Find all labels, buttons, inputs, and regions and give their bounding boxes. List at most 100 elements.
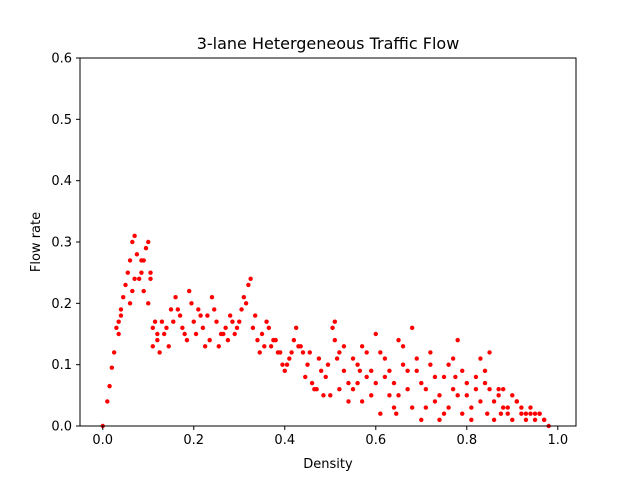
y-tick-label: 0.6 [51, 52, 72, 67]
data-point [409, 325, 415, 331]
data-point [482, 380, 488, 386]
data-point [184, 337, 190, 343]
data-point [487, 350, 492, 355]
data-point [378, 411, 383, 416]
data-point [498, 411, 504, 416]
data-point [330, 325, 335, 331]
data-point [432, 374, 438, 380]
data-point [332, 337, 338, 343]
data-point [239, 307, 244, 312]
data-point [455, 337, 460, 343]
x-axis-label: Density [303, 457, 353, 472]
data-point [491, 417, 497, 423]
data-point [136, 276, 142, 281]
x-tick-label: 0.0 [92, 433, 113, 448]
data-point [437, 393, 442, 398]
data-point [369, 368, 374, 373]
data-point [369, 393, 374, 398]
data-point [441, 411, 447, 416]
data-point [105, 399, 110, 404]
data-point [423, 405, 429, 410]
data-point [460, 411, 465, 416]
x-tick-label: 1.0 [547, 433, 568, 448]
data-point [419, 380, 424, 386]
data-point [237, 319, 242, 324]
y-axis: 0.0 0.1 0.2 0.3 0.4 0.5 0.6 [51, 52, 80, 435]
data-point [298, 344, 303, 349]
data-point [150, 325, 156, 331]
data-point [232, 331, 237, 337]
data-point [409, 405, 415, 410]
data-point [146, 239, 151, 245]
data-point [478, 356, 483, 361]
data-point [173, 295, 178, 300]
data-point [528, 411, 533, 416]
data-point [268, 344, 274, 349]
data-point [198, 313, 203, 318]
data-points [100, 233, 551, 429]
data-point [405, 387, 410, 392]
data-point [216, 344, 221, 349]
data-point [464, 380, 469, 386]
data-point [118, 307, 124, 312]
data-point [266, 325, 272, 331]
data-point [378, 350, 383, 355]
data-point [262, 344, 267, 349]
x-tick-label: 0.6 [365, 433, 386, 448]
data-point [289, 350, 294, 355]
data-point [541, 417, 547, 423]
data-point [202, 344, 208, 349]
data-point [146, 301, 151, 306]
data-point [127, 258, 133, 263]
data-point [428, 362, 433, 367]
data-point [196, 307, 201, 312]
data-point [387, 368, 392, 373]
data-point [364, 350, 369, 355]
data-point [473, 374, 479, 380]
x-axis: 0.0 0.2 0.4 0.6 0.8 1.0 [92, 426, 568, 448]
data-point [323, 374, 328, 380]
data-point [125, 270, 130, 275]
data-point [400, 362, 406, 367]
data-point [500, 405, 506, 410]
data-point [450, 356, 456, 361]
data-point [359, 344, 365, 349]
data-point [300, 350, 306, 355]
data-point [168, 307, 174, 312]
data-point [373, 380, 378, 386]
data-point [414, 368, 419, 373]
data-point [130, 239, 135, 245]
data-point [250, 325, 256, 331]
data-point [148, 270, 153, 275]
data-point [523, 417, 529, 423]
data-point [460, 368, 465, 373]
data-point [505, 405, 510, 410]
data-point [337, 350, 342, 355]
data-point [148, 276, 153, 281]
data-point [305, 362, 310, 367]
data-point [312, 387, 317, 392]
y-tick-label: 0.0 [51, 420, 72, 435]
data-point [446, 362, 451, 367]
data-point [209, 295, 215, 300]
y-tick-label: 0.2 [51, 297, 72, 312]
data-point [293, 325, 299, 331]
data-point [432, 399, 438, 404]
x-tick-label: 0.4 [274, 433, 295, 448]
data-point [246, 282, 251, 288]
data-point [193, 331, 199, 337]
data-point [257, 350, 262, 355]
data-point [221, 331, 226, 337]
y-tick-label: 0.5 [51, 113, 72, 128]
data-point [350, 387, 356, 392]
data-point [391, 405, 397, 410]
data-point [423, 387, 429, 392]
y-tick-label: 0.1 [51, 358, 72, 373]
data-point [341, 368, 347, 373]
data-point [150, 344, 156, 349]
y-tick-label: 0.3 [51, 236, 72, 251]
data-point [496, 387, 501, 392]
data-point [396, 393, 401, 398]
